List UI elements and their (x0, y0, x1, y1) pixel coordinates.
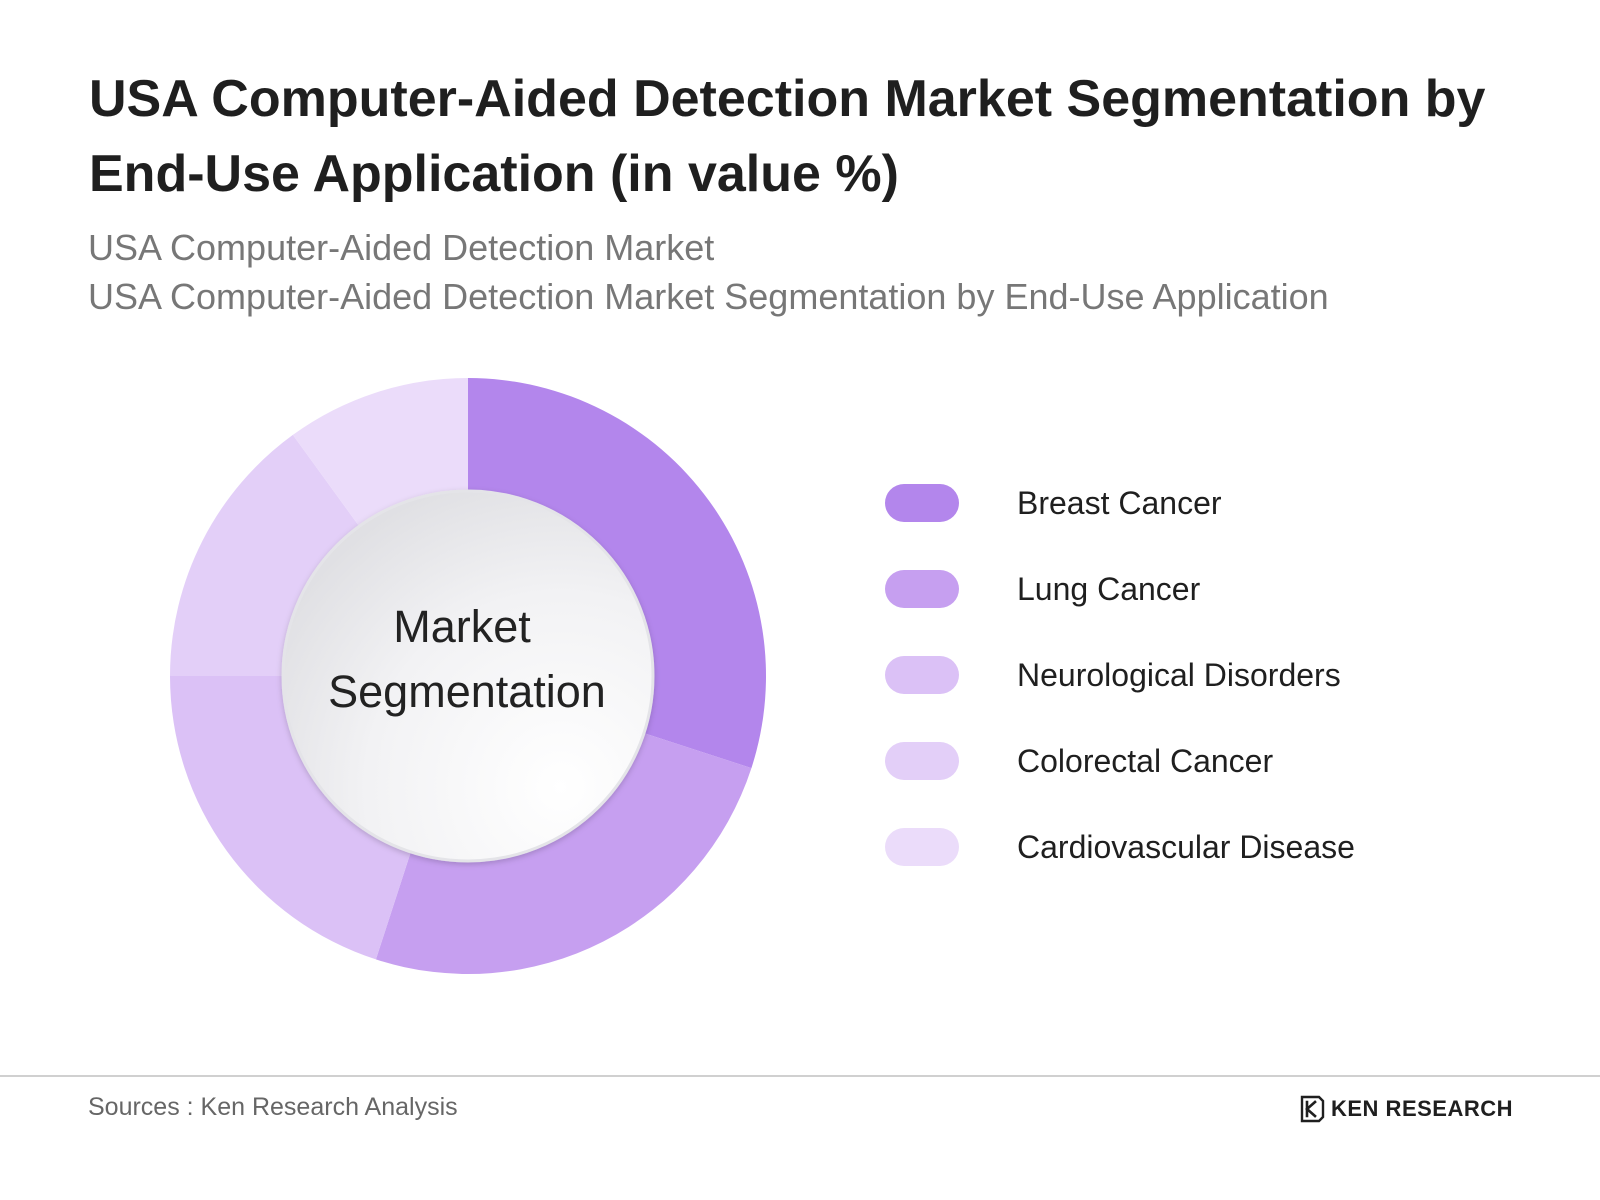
legend-swatch (885, 570, 959, 608)
legend-item-cardiovascular-disease: Cardiovascular Disease (885, 823, 1565, 909)
center-label-line-2: Segmentation (328, 666, 606, 717)
sources-note: Sources : Ken Research Analysis (88, 1093, 458, 1121)
subtitle-segmentation: USA Computer-Aided Detection Market Segm… (88, 276, 1329, 317)
legend-label: Cardiovascular Disease (1017, 829, 1355, 865)
slice-breast-cancer (468, 378, 766, 769)
legend-label: Lung Cancer (1017, 571, 1201, 607)
legend-swatch (885, 484, 959, 522)
legend-item-breast-cancer: Breast Cancer (885, 479, 1565, 565)
slice-neurological-disorders (170, 676, 412, 960)
slice-colorectal-cancer (170, 434, 361, 676)
legend-swatch (885, 656, 959, 694)
slice-lung-cancer (375, 732, 752, 975)
legend-item-colorectal-cancer: Colorectal Cancer (885, 737, 1565, 823)
footer-divider (0, 1075, 1600, 1077)
slice-cardiovascular-disease (292, 378, 468, 528)
brand: KEN RESEARCH (1299, 1094, 1513, 1124)
subtitle-market: USA Computer-Aided Detection Market (88, 227, 715, 268)
legend-label: Breast Cancer (1017, 485, 1222, 521)
legend-label: Colorectal Cancer (1017, 743, 1274, 779)
page-title: USA Computer-Aided Detection Market Segm… (89, 70, 1486, 203)
chart-legend: Breast Cancer Lung Cancer Neurological D… (885, 479, 1565, 909)
legend-swatch (885, 828, 959, 866)
legend-swatch (885, 742, 959, 780)
legend-label: Neurological Disorders (1017, 657, 1341, 693)
ken-research-logo-icon (1300, 1095, 1325, 1123)
donut-chart: Market Segmentation (170, 378, 766, 975)
legend-item-lung-cancer: Lung Cancer (885, 565, 1565, 651)
brand-name: KEN RESEARCH (1331, 1096, 1514, 1121)
legend-item-neurological-disorders: Neurological Disorders (885, 651, 1565, 737)
donut-center-disc (281, 489, 655, 863)
center-label-line-1: Market (393, 601, 531, 652)
donut-slices (170, 378, 766, 975)
